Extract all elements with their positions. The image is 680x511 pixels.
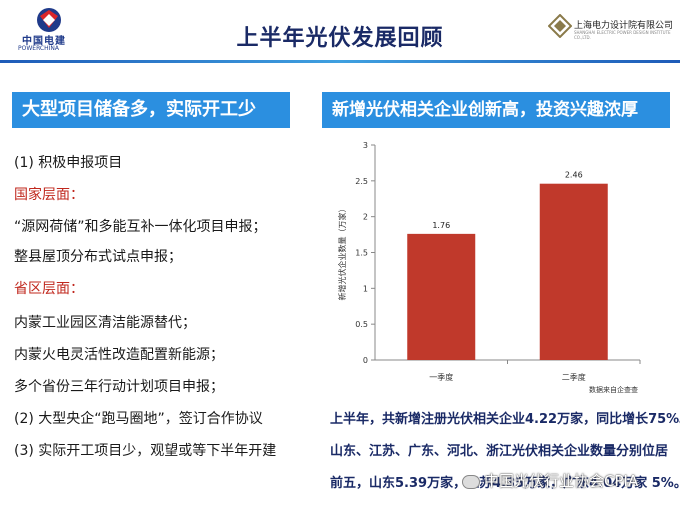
left-line-7: 内蒙火电灵活性改造配置新能源；: [14, 347, 224, 363]
page-title: 上半年光伏发展回顾: [236, 26, 444, 51]
left-line-2: 国家层面：: [14, 187, 84, 203]
left-line-8: 多个省份三年行动计划项目申报；: [14, 379, 224, 395]
left-line-10: (3) 实际开工项目少，观望或等下半年开建: [14, 443, 277, 459]
x-tick-label: 一季度: [429, 372, 453, 382]
y-tick-label: 0.5: [355, 320, 368, 329]
summary-line-3: 前五，山东5.39万家，江苏4.35万家，广东4.04万家 5%。: [330, 476, 680, 491]
watermark-text: 中国光伏行业协会CPIA: [484, 472, 639, 490]
chart-svg: 0 0.5 1 1.5 2 2.5 3 新增光伏企业数量（万家） 1.76 一季度 2.46 二季度数…: [337, 141, 641, 394]
source-note: 数据来自企查查: [589, 385, 638, 394]
y-tick-label: 3: [363, 141, 368, 150]
data-label: 2.46: [565, 171, 583, 180]
x-tick-label: 二季度: [562, 372, 586, 382]
y-tick-label: 1: [363, 284, 368, 293]
org-left-sub: POWERCHINA: [18, 45, 59, 52]
powerchina-logo-icon: [37, 8, 61, 32]
left-line-6: 内蒙工业园区清洁能源替代；: [14, 315, 196, 331]
enterprise-bar-chart: 0 0.5 1 1.5 2 2.5 3 新增光伏企业数量（万家） 1.76 一季度 2.46 二季度数…: [325, 135, 670, 400]
y-tick-label: 0: [363, 356, 368, 365]
sepd-logo-icon: [548, 14, 572, 38]
wechat-icon: [462, 474, 480, 489]
y-tick-label: 2: [363, 213, 368, 222]
bar-二季度: [539, 183, 608, 360]
org-right-name: 上海电力设计院有限公司: [574, 21, 674, 31]
left-line-4: 整县屋顶分布式试点申报；: [14, 249, 182, 265]
left-line-9: (2) 大型央企“跑马圈地”，签订合作协议: [14, 411, 263, 427]
org-left-name: 中国电建: [22, 36, 66, 47]
header-divider: [0, 60, 680, 63]
bar-一季度: [407, 233, 476, 360]
right-section-banner: 新增光伏相关企业创新高，投资兴趣浓厚: [322, 92, 670, 128]
org-right-sub: SHANGHAI ELECTRIC POWER DESIGN INSTITUTE…: [574, 30, 671, 40]
left-line-3: “源网荷储”和多能互补一体化项目申报；: [14, 219, 267, 235]
data-label: 1.76: [432, 221, 450, 230]
y-axis-label: 新增光伏企业数量（万家）: [337, 205, 347, 301]
summary-line-1: 上半年，共新增注册光伏相关企业4.22万家，同比增长75%。: [330, 412, 680, 427]
left-section-banner: 大型项目储备多，实际开工少: [12, 92, 290, 128]
y-tick-label: 1.5: [355, 249, 368, 258]
slide-header: 中国电建 POWERCHINA 上半年光伏发展回顾 上海电力设计院有限公司 SH…: [0, 0, 680, 78]
left-line-5: 省区层面：: [14, 281, 84, 297]
left-line-1: (1) 积极申报项目: [14, 155, 123, 171]
y-tick-label: 2.5: [355, 177, 368, 186]
wechat-watermark: 中国光伏行业协会CPIA: [462, 470, 638, 491]
summary-line-2: 山东、江苏、广东、河北、浙江光伏相关企业数量分别位居: [330, 444, 669, 459]
